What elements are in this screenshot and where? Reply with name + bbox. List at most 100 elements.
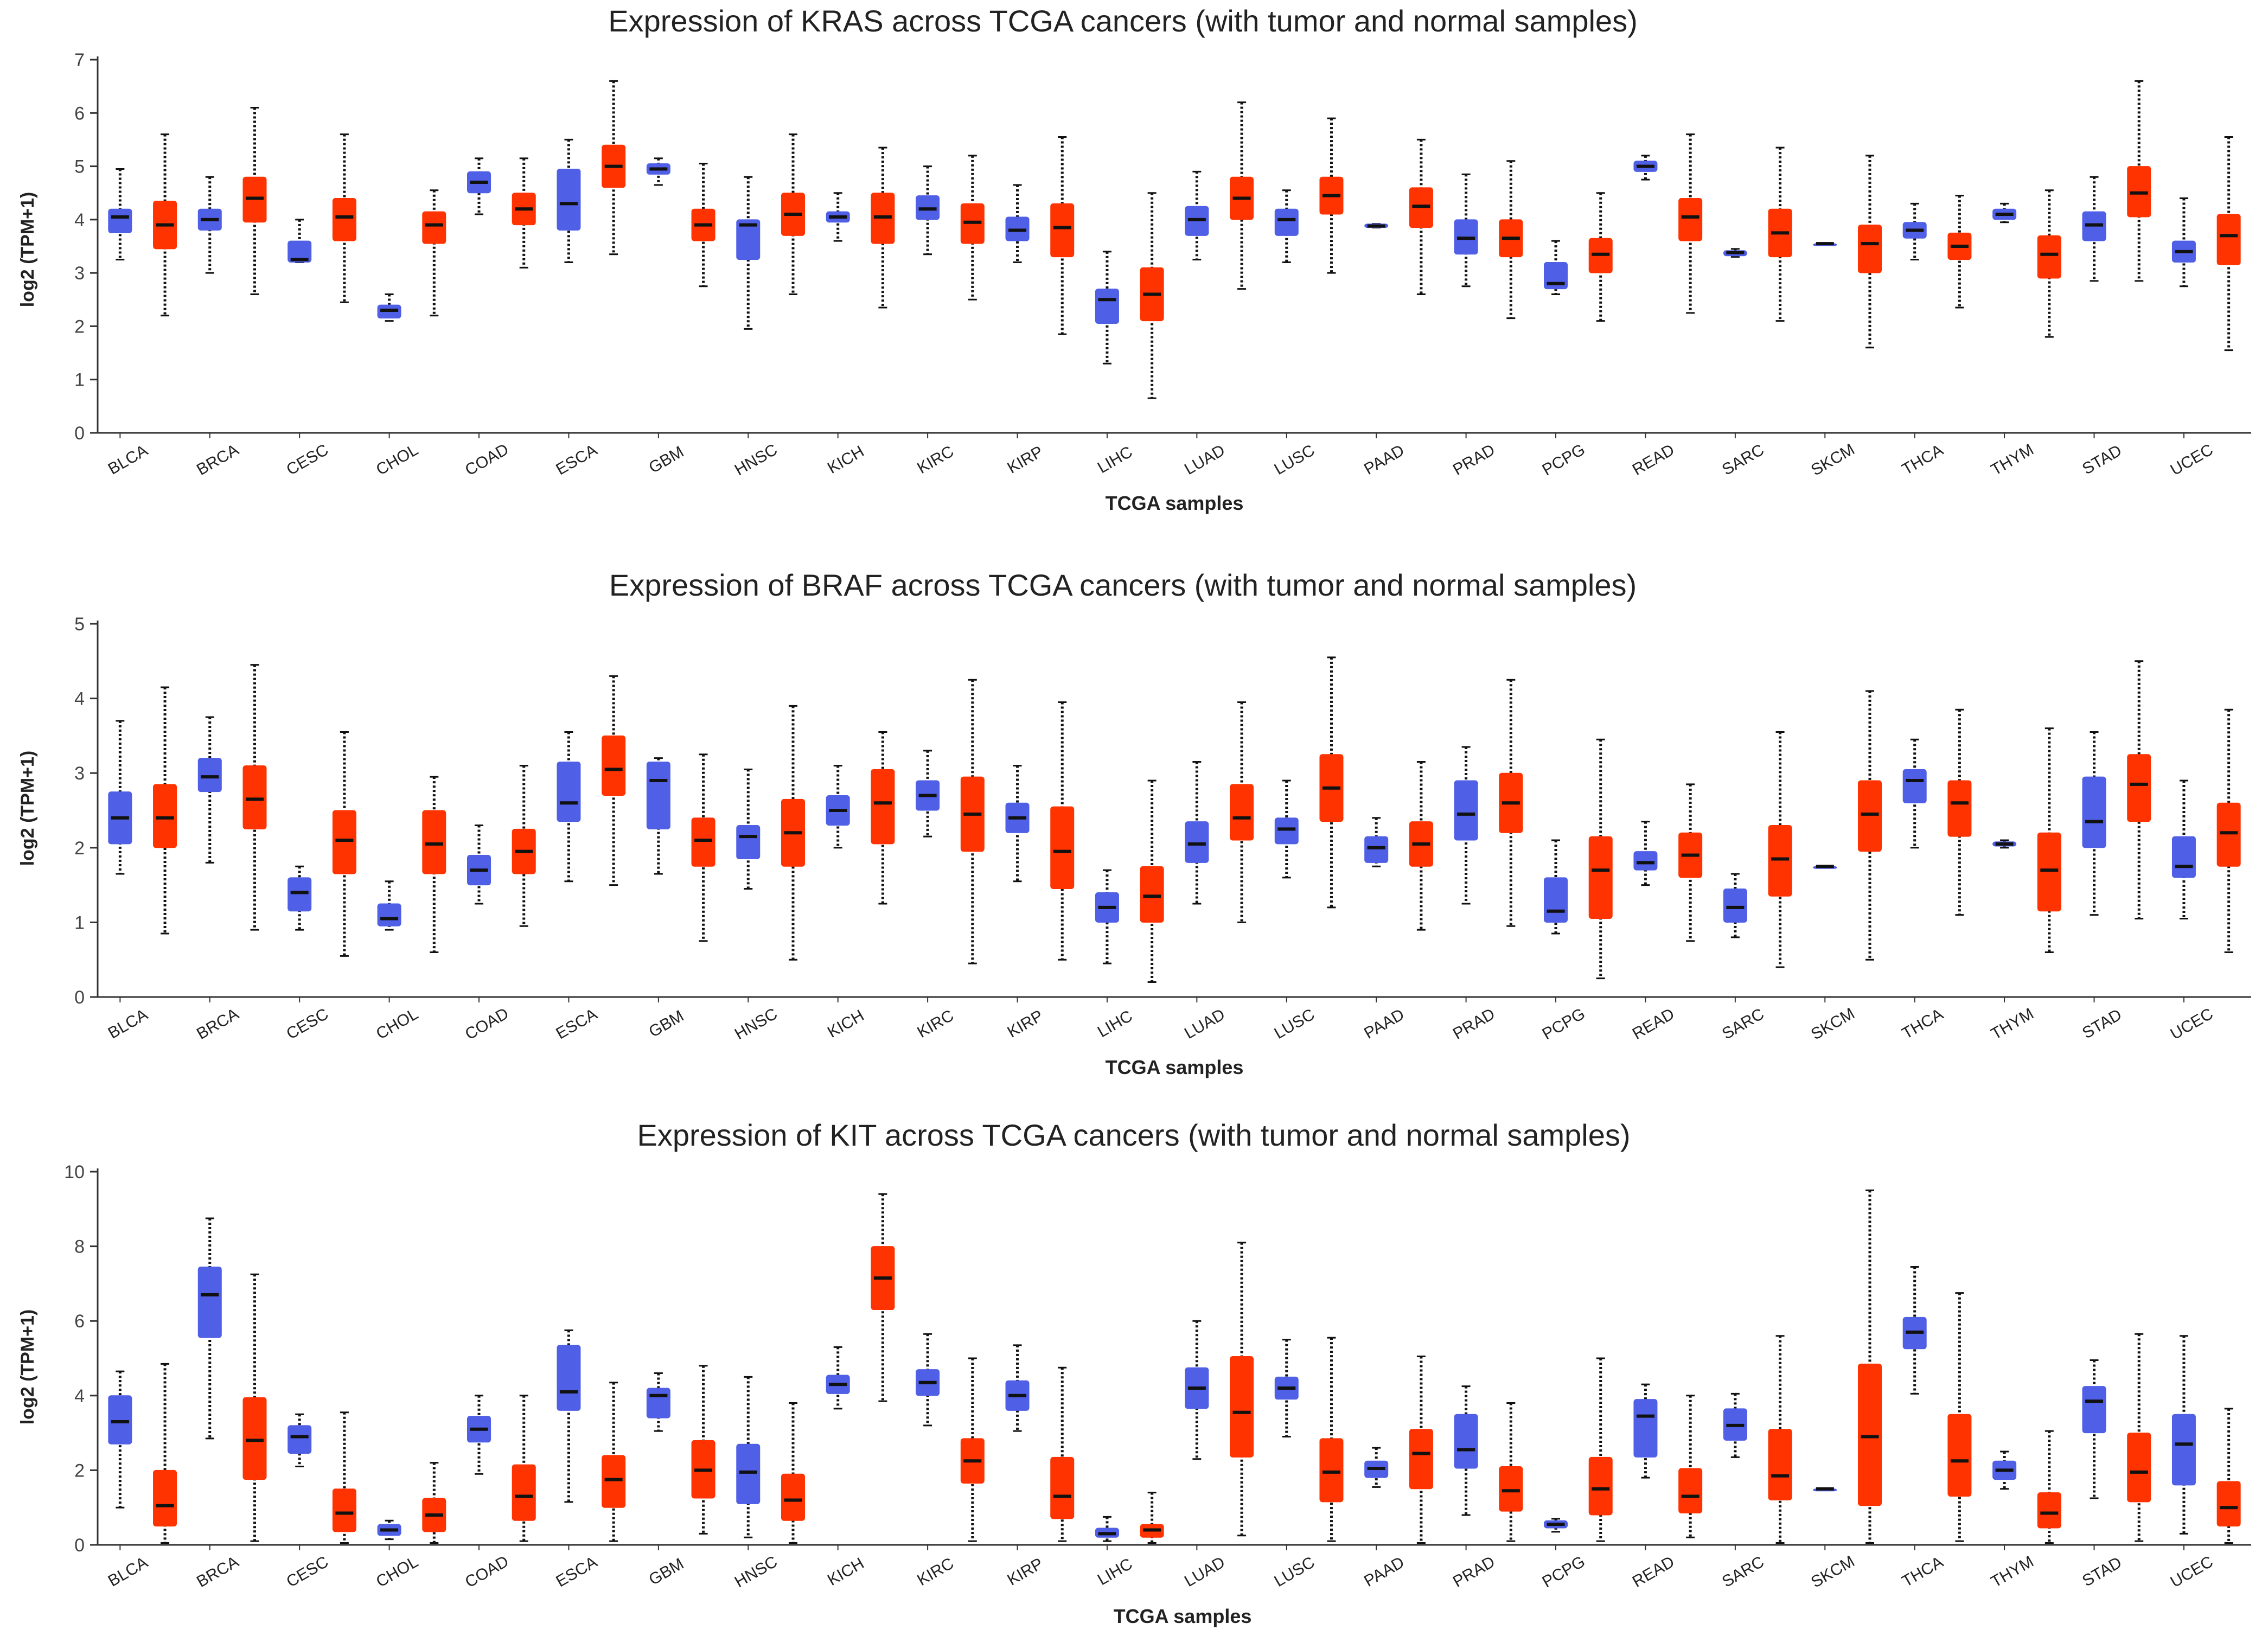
x-tick-label-kirc: KIRC bbox=[914, 1555, 957, 1589]
box-body bbox=[1050, 203, 1075, 258]
box-body bbox=[2037, 1492, 2061, 1529]
y-tick-label: 2 bbox=[74, 1460, 85, 1481]
x-tick-label-paad: PAAD bbox=[1361, 1554, 1407, 1590]
box-brca-normal bbox=[197, 716, 222, 864]
y-tick-label: 1 bbox=[74, 912, 85, 933]
y-tick-label: 0 bbox=[74, 423, 85, 444]
box-lihc-normal bbox=[1095, 1516, 1119, 1542]
box-hnsc-tumor bbox=[781, 133, 805, 295]
box-paad-normal bbox=[1364, 223, 1389, 229]
y-tick-label: 3 bbox=[74, 263, 85, 284]
box-body bbox=[377, 903, 401, 926]
box-prad-normal bbox=[1454, 173, 1478, 287]
box-pcpg-tumor bbox=[1588, 738, 1613, 980]
x-tick-label-lusc: LUSC bbox=[1271, 441, 1318, 478]
box-gbm-tumor bbox=[691, 1365, 715, 1535]
x-tick-label-luad: LUAD bbox=[1181, 1553, 1228, 1590]
x-tick-label-read: READ bbox=[1630, 1005, 1678, 1043]
box-body bbox=[2127, 1433, 2151, 1503]
box-skcm-tumor bbox=[1857, 155, 1882, 349]
box-paad-normal bbox=[1364, 1447, 1389, 1488]
box-hnsc-tumor bbox=[781, 1402, 805, 1544]
box-blca-tumor bbox=[153, 686, 177, 935]
box-prad-tumor bbox=[1499, 1402, 1523, 1542]
box-skcm-tumor bbox=[1857, 1189, 1882, 1544]
box-body bbox=[1140, 866, 1164, 923]
box-luad-tumor bbox=[1230, 1242, 1254, 1537]
box-skcm-normal bbox=[1813, 1487, 1837, 1492]
x-tick-label-kirc: KIRC bbox=[914, 443, 957, 477]
box-body bbox=[288, 240, 312, 263]
x-tick-label-stad: STAD bbox=[2079, 442, 2125, 478]
box-kich-tumor bbox=[871, 731, 895, 905]
box-body bbox=[736, 825, 761, 859]
box-body bbox=[288, 1425, 312, 1454]
x-tick-label-chol: CHOL bbox=[373, 1005, 421, 1043]
y-tick-label: 6 bbox=[74, 103, 85, 124]
box-hnsc-normal bbox=[736, 1376, 761, 1538]
x-tick-label-read: READ bbox=[1630, 441, 1678, 479]
box-stad-tumor bbox=[2127, 1333, 2151, 1542]
x-tick-label-thca: THCA bbox=[1899, 441, 1946, 478]
box-kirp-tumor bbox=[1050, 136, 1075, 335]
box-kirc-normal bbox=[916, 1333, 940, 1427]
box-chol-tumor bbox=[422, 189, 446, 317]
box-read-tumor bbox=[1678, 133, 1703, 314]
box-body bbox=[153, 1469, 177, 1527]
box-body bbox=[1633, 851, 1658, 871]
box-pcpg-normal bbox=[1544, 839, 1568, 935]
box-body bbox=[332, 1488, 356, 1532]
x-tick-label-prad: PRAD bbox=[1450, 1553, 1498, 1591]
box-ucec-normal bbox=[2171, 1335, 2196, 1535]
box-thca-tumor bbox=[1947, 1292, 1972, 1542]
box-chol-normal bbox=[377, 293, 401, 322]
box-body bbox=[2171, 836, 2196, 878]
box-kirc-tumor bbox=[960, 679, 985, 964]
x-tick-label-hnsc: HNSC bbox=[732, 1005, 781, 1043]
box-thym-tumor bbox=[2037, 189, 2061, 338]
box-body bbox=[1230, 1356, 1254, 1458]
x-tick-label-kirp: KIRP bbox=[1005, 1555, 1046, 1589]
box-lusc-normal bbox=[1274, 1339, 1299, 1437]
x-tick-label-coad: COAD bbox=[462, 440, 512, 480]
box-paad-tumor bbox=[1409, 761, 1433, 931]
box-esca-normal bbox=[557, 731, 581, 883]
box-kirp-normal bbox=[1005, 184, 1030, 263]
box-body bbox=[1050, 1456, 1075, 1519]
box-blca-tumor bbox=[153, 1363, 177, 1544]
box-kirc-normal bbox=[916, 165, 940, 255]
box-luad-normal bbox=[1185, 170, 1209, 261]
x-tick-label-cesc: CESC bbox=[283, 1553, 331, 1591]
box-body bbox=[332, 810, 356, 874]
box-sarc-normal bbox=[1723, 248, 1747, 258]
box-paad-tumor bbox=[1409, 1356, 1433, 1544]
box-body bbox=[602, 735, 626, 796]
box-coad-tumor bbox=[512, 157, 536, 269]
box-body bbox=[781, 1473, 805, 1521]
box-body bbox=[1633, 1399, 1658, 1458]
box-body bbox=[2216, 214, 2241, 265]
box-body bbox=[1409, 1429, 1433, 1490]
x-tick-label-paad: PAAD bbox=[1361, 1006, 1407, 1043]
box-ucec-tumor bbox=[2216, 136, 2241, 352]
box-coad-tumor bbox=[512, 764, 536, 927]
box-body bbox=[1274, 208, 1299, 236]
x-tick-label-luad: LUAD bbox=[1181, 1005, 1228, 1043]
box-body bbox=[2082, 1386, 2106, 1434]
x-tick-label-lihc: LIHC bbox=[1095, 1555, 1136, 1589]
x-tick-label-thym: THYM bbox=[1988, 440, 2037, 479]
x-tick-label-kich: KICH bbox=[825, 1007, 867, 1041]
box-body bbox=[871, 769, 895, 845]
chart-panel-braf: Expression of BRAF across TCGA cancers (… bbox=[17, 568, 2251, 1078]
x-tick-label-cesc: CESC bbox=[283, 441, 331, 479]
box-esca-tumor bbox=[602, 1382, 626, 1542]
box-kich-tumor bbox=[871, 1193, 895, 1402]
box-body bbox=[108, 208, 132, 233]
box-thca-normal bbox=[1902, 1266, 1927, 1395]
box-body bbox=[1454, 780, 1478, 841]
box-cesc-tumor bbox=[332, 1411, 356, 1544]
box-body bbox=[736, 219, 761, 260]
box-body bbox=[557, 168, 581, 231]
box-hnsc-normal bbox=[736, 176, 761, 330]
